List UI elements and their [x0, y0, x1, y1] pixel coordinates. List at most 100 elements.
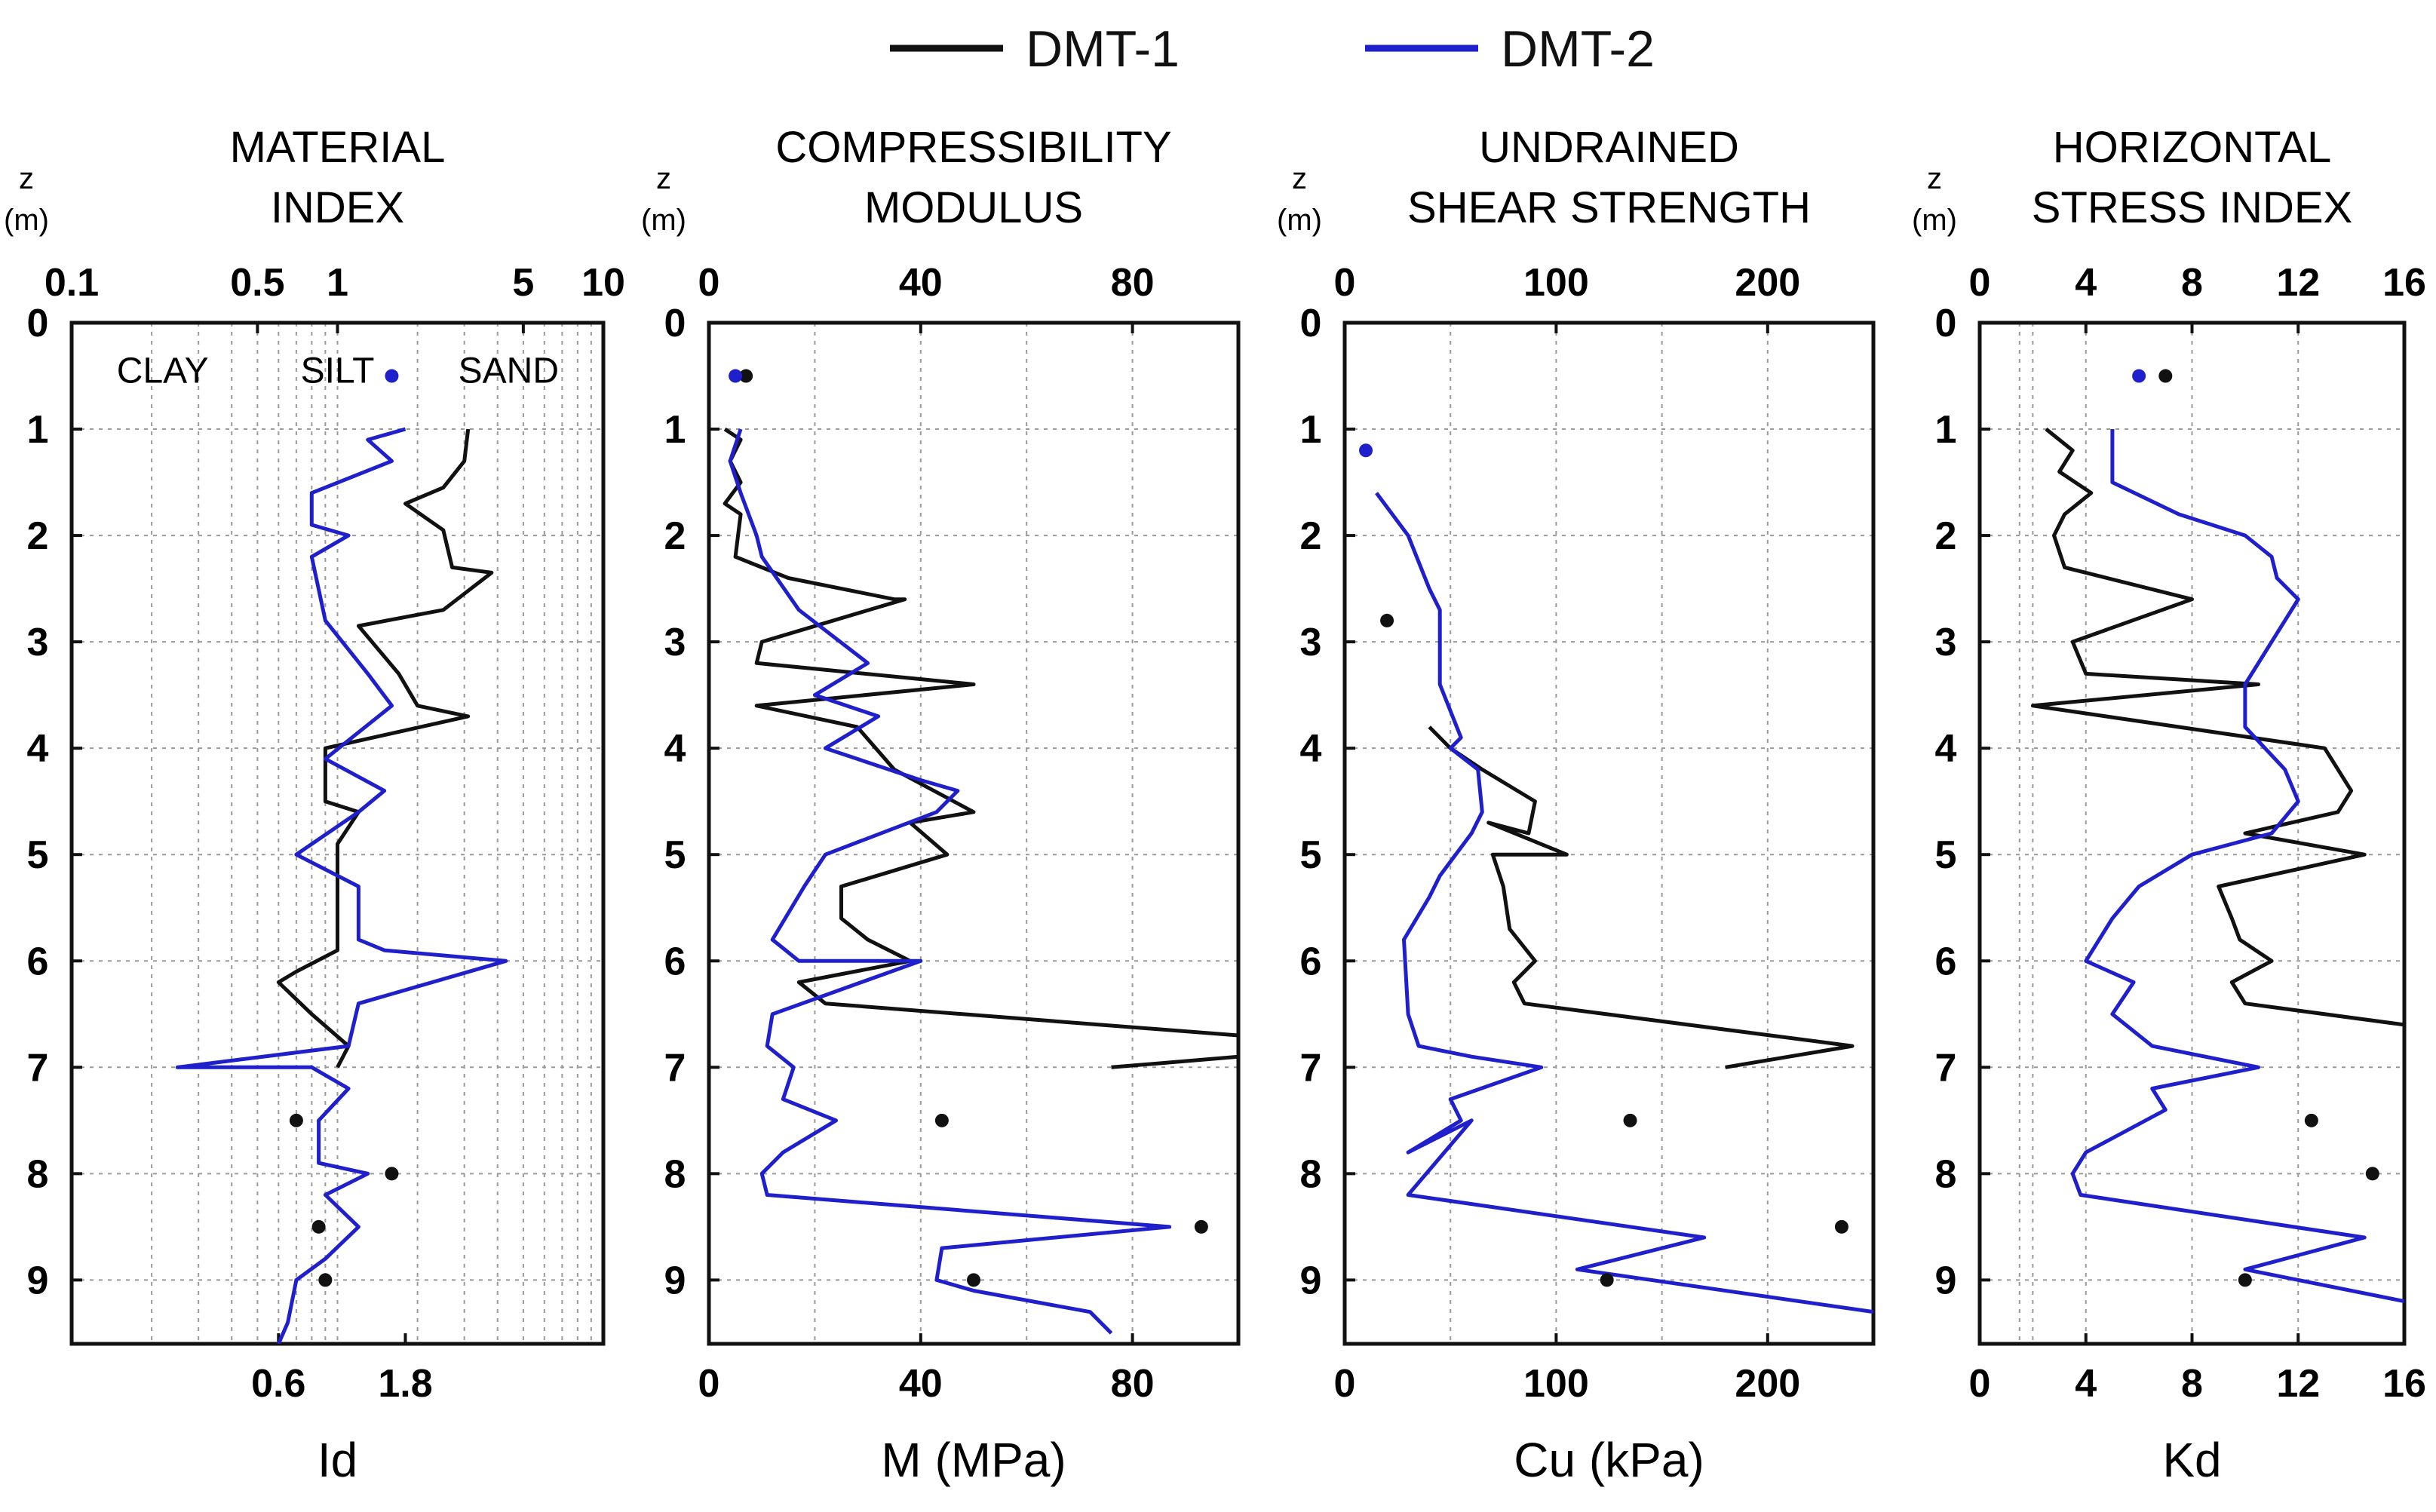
bottom-tick-label: 0 [698, 1362, 720, 1406]
depth-tick-label: 2 [1300, 514, 1322, 558]
bottom-tick-label: 0 [1334, 1362, 1356, 1406]
legend-item-dmt-2: DMT-2 [1365, 20, 1655, 78]
data-point-dmt-1 [2238, 1273, 2252, 1287]
depth-tick-label: 2 [27, 514, 49, 558]
top-tick-label: 1 [327, 261, 348, 305]
depth-tick-label: 8 [1935, 1152, 1957, 1196]
data-point-dmt-2 [1359, 443, 1373, 458]
x-axis-label: Kd [2162, 1433, 2221, 1487]
series-line-dmt-1 [2030, 428, 2404, 1027]
top-tick-label: 5 [512, 261, 534, 305]
depth-tick-label: 0 [1300, 302, 1322, 345]
depth-axis-unit-z: z [1292, 162, 1307, 195]
depth-axis-unit-m: (m) [4, 204, 49, 237]
depth-axis-unit-z: z [1927, 162, 1942, 195]
top-tick-label: 40 [899, 261, 943, 305]
depth-tick-label: 4 [664, 727, 686, 771]
depth-tick-label: 0 [1935, 302, 1957, 345]
data-point-dmt-1 [1380, 613, 1394, 627]
zone-label-clay: CLAY [117, 351, 209, 391]
depth-tick-label: 3 [1935, 621, 1957, 664]
top-tick-label: 12 [2276, 261, 2320, 305]
top-tick-label: 0.5 [230, 261, 284, 305]
zone-label-sand: SAND [459, 351, 559, 391]
depth-tick-label: 8 [1300, 1152, 1322, 1196]
bottom-tick-label: 1.8 [378, 1362, 432, 1406]
bottom-tick-label: 8 [2181, 1362, 2203, 1406]
depth-tick-label: 1 [27, 408, 49, 452]
depth-tick-label: 8 [664, 1152, 686, 1196]
data-point-dmt-2 [385, 369, 399, 383]
depth-tick-label: 1 [664, 408, 686, 452]
depth-tick-label: 9 [27, 1259, 49, 1302]
depth-axis-unit-m: (m) [641, 204, 686, 237]
top-tick-label: 8 [2181, 261, 2203, 305]
depth-tick-label: 5 [1300, 833, 1322, 877]
data-point-dmt-1 [1834, 1219, 1848, 1234]
depth-tick-label: 5 [27, 833, 49, 877]
series-line-dmt-1 [276, 428, 494, 1069]
depth-tick-label: 9 [1935, 1259, 1957, 1302]
panel-title-line: UNDRAINED [1479, 123, 1739, 172]
data-point-dmt-1 [1194, 1219, 1208, 1234]
depth-tick-label: 3 [1300, 621, 1322, 664]
depth-tick-label: 6 [1300, 940, 1322, 983]
series-line-dmt-2 [728, 428, 1172, 1335]
x-axis-label: Cu (kPa) [1514, 1433, 1704, 1487]
depth-axis-unit-z: z [656, 162, 671, 195]
depth-tick-label: 7 [1935, 1046, 1957, 1090]
top-tick-label: 0 [1969, 261, 1991, 305]
depth-tick-label: 7 [27, 1046, 49, 1090]
data-point-dmt-1 [934, 1113, 949, 1127]
panel-material: MATERIAL INDEX z (m) 0 1 2 3 4 5 6 7 8 9 0.1 0.5 1 5 10 0.6… [4, 123, 625, 1487]
top-tick-label: 4 [2075, 261, 2097, 305]
depth-tick-label: 6 [27, 940, 49, 983]
data-point-dmt-1 [311, 1219, 326, 1234]
depth-tick-label: 4 [1300, 727, 1322, 771]
top-tick-label: 0 [698, 261, 720, 305]
panel-title-line: STRESS INDEX [2032, 183, 2352, 232]
top-tick-label: 100 [1523, 261, 1589, 305]
depth-tick-label: 5 [664, 833, 686, 877]
bottom-tick-label: 80 [1111, 1362, 1155, 1406]
data-point-dmt-2 [2132, 369, 2146, 383]
depth-tick-label: 1 [1300, 408, 1322, 452]
data-point-dmt-1 [2304, 1113, 2318, 1127]
bottom-tick-label: 4 [2075, 1362, 2097, 1406]
zone-label-silt: SILT [301, 351, 375, 391]
depth-axis-unit-m: (m) [1912, 204, 1957, 237]
depth-tick-label: 9 [1300, 1259, 1322, 1302]
bottom-tick-label: 200 [1735, 1362, 1800, 1406]
top-tick-label: 0.1 [44, 261, 99, 305]
data-point-dmt-1 [318, 1273, 333, 1287]
series-line-dmt-1 [723, 427, 1238, 1069]
plot-frame [1342, 320, 1876, 1346]
depth-tick-label: 7 [664, 1046, 686, 1090]
data-point-dmt-2 [729, 369, 743, 383]
panel-title-line: COMPRESSIBILITY [775, 123, 1171, 172]
x-axis-label: Id [318, 1433, 357, 1487]
panel-undrained: UNDRAINED SHEAR STRENGTH z (m) 0 1 2 3 4 5 6 7 8 9 0 10… [1277, 123, 1876, 1487]
depth-tick-label: 7 [1300, 1046, 1322, 1090]
plot-frame [707, 320, 1241, 1346]
x-axis-label: M (MPa) [881, 1433, 1066, 1487]
panel-title-line: HORIZONTAL [2053, 123, 2332, 172]
depth-axis-unit-m: (m) [1277, 204, 1322, 237]
bottom-tick-label: 0.6 [251, 1362, 305, 1406]
series-line-dmt-2 [175, 427, 508, 1344]
top-tick-label: 10 [581, 261, 625, 305]
depth-tick-label: 2 [1935, 514, 1957, 558]
depth-tick-label: 9 [664, 1259, 686, 1302]
bottom-tick-label: 0 [1969, 1362, 1991, 1406]
top-tick-label: 80 [1111, 261, 1155, 305]
depth-tick-label: 0 [664, 302, 686, 345]
panel-title-line: INDEX [271, 183, 404, 232]
bottom-tick-label: 100 [1523, 1362, 1589, 1406]
data-point-dmt-1 [289, 1113, 303, 1127]
panel-title-line: MATERIAL [230, 123, 446, 172]
bottom-tick-label: 16 [2382, 1362, 2426, 1406]
top-tick-label: 0 [1334, 261, 1356, 305]
